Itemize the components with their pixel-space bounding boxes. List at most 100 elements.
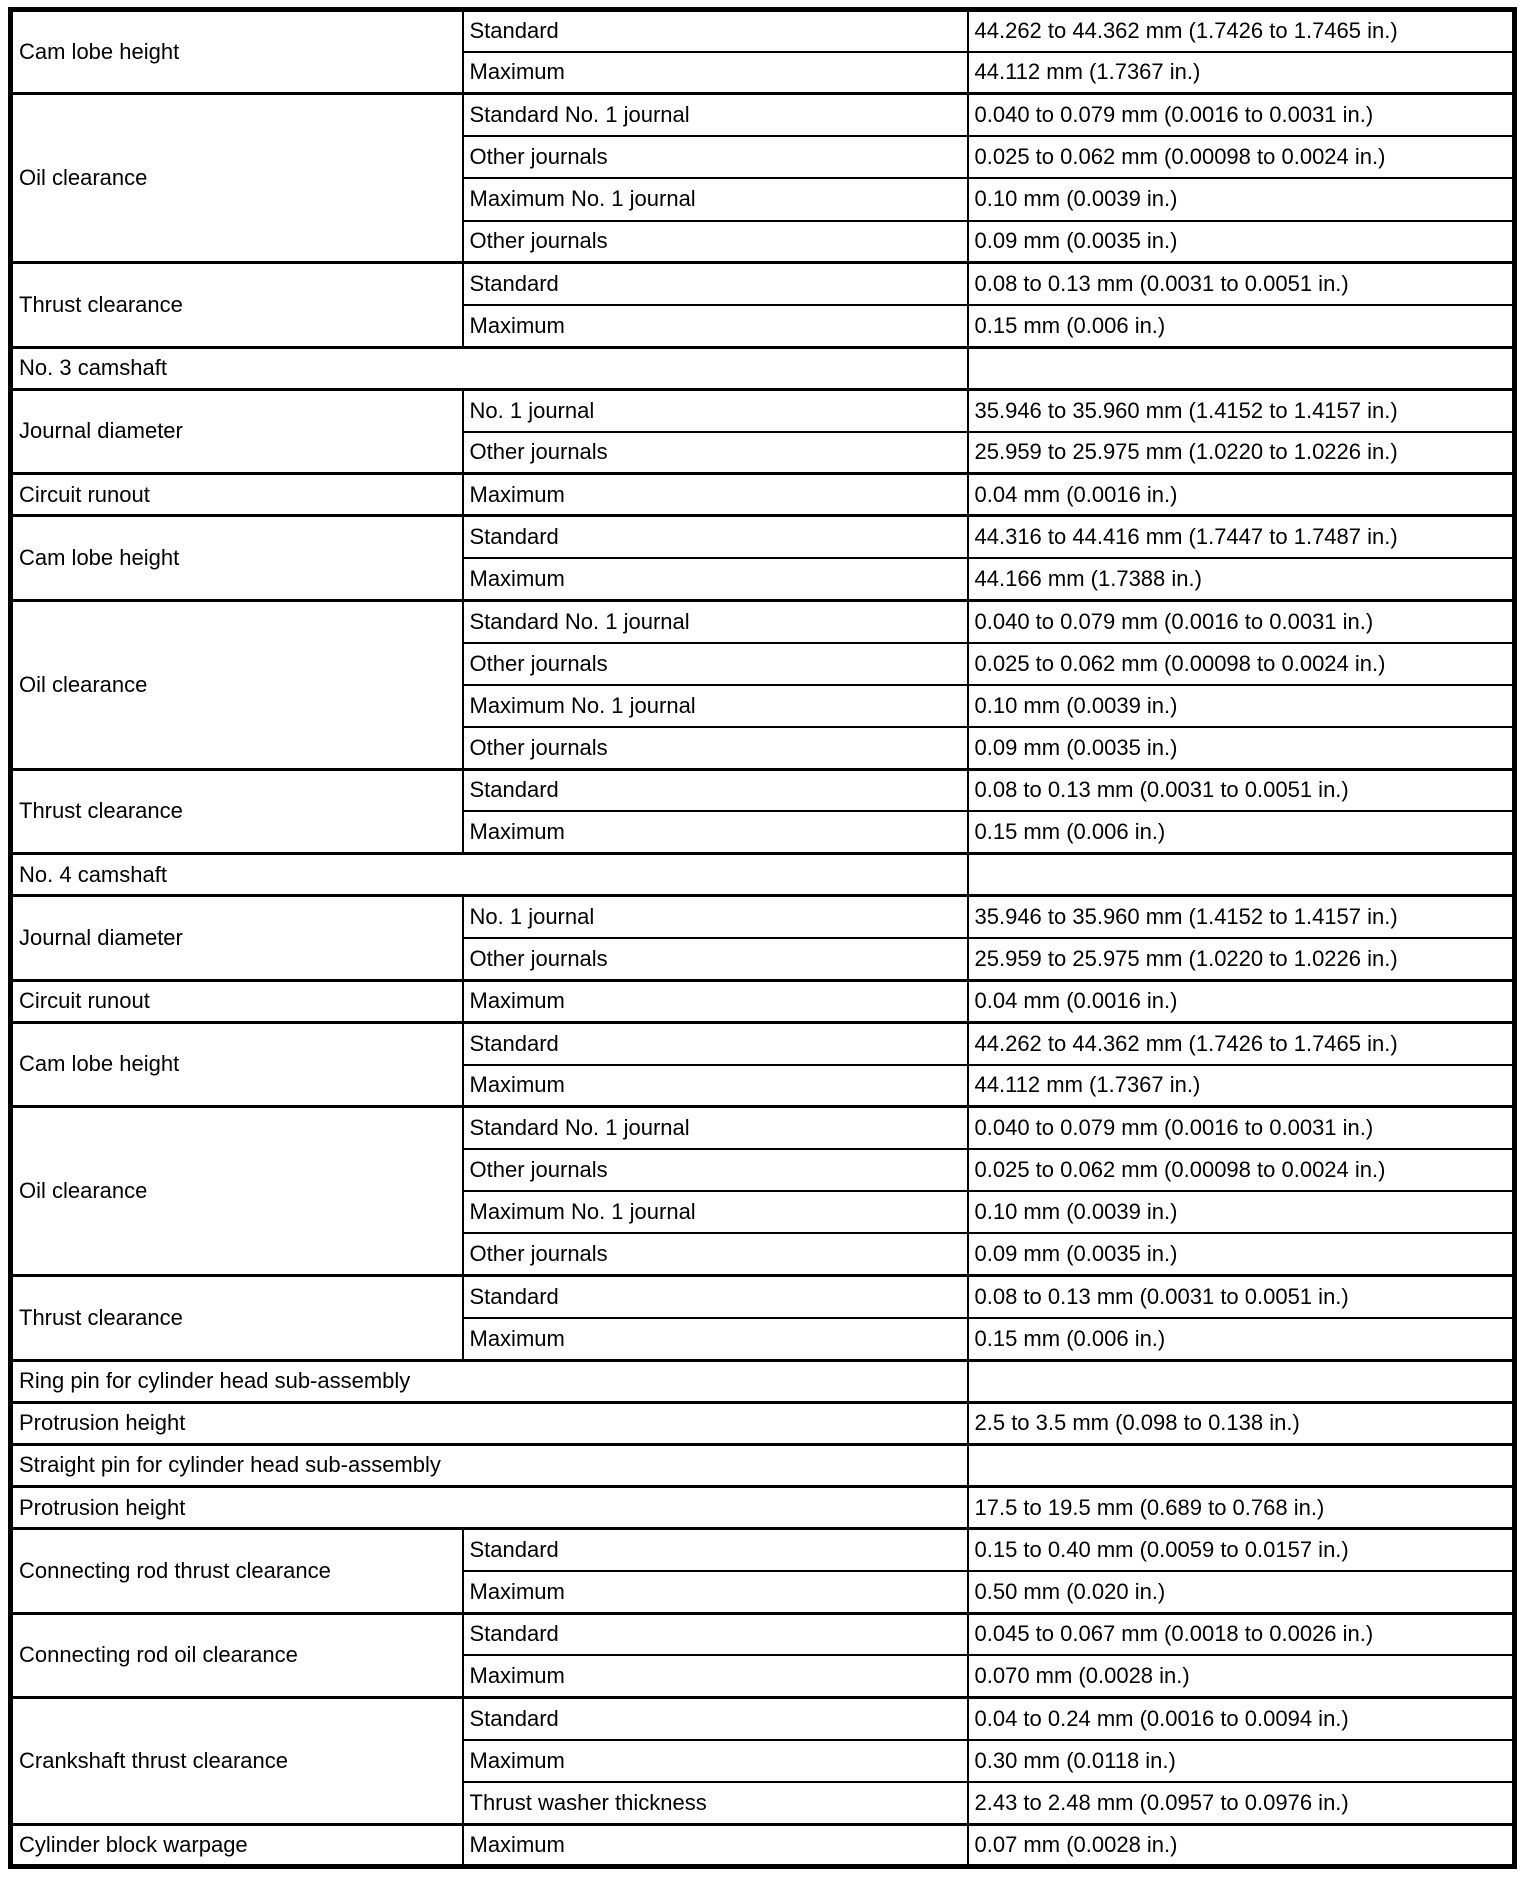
spec-value-cell: 44.166 mm (1.7388 in.) <box>966 557 1516 602</box>
table-row: Other journals 0.09 mm (0.0035 in.) <box>11 725 1516 771</box>
spec-item-cell: Crankshaft thrust clearance <box>9 1696 464 1826</box>
spec-item-cell: Thrust clearance <box>9 767 464 855</box>
spec-condition-cell: Standard <box>461 1696 969 1741</box>
spec-value-cell: 2.5 to 3.5 mm (0.098 to 0.138 in.) <box>966 1400 1516 1446</box>
spec-condition-cell: Standard <box>461 1527 969 1573</box>
table-row: Maximum 0.070 mm (0.0028 in.) <box>11 1654 1516 1699</box>
spec-item-cell: Circuit runout <box>9 978 464 1024</box>
spec-condition-cell: Standard No. 1 journal <box>461 598 969 644</box>
spec-condition-cell: Maximum <box>461 50 969 95</box>
spec-condition-cell: Thrust washer thickness <box>461 1781 969 1826</box>
table-row: Protrusion height 17.5 to 19.5 mm (0.689 … <box>9 1485 1516 1530</box>
spec-item-cell: Oil clearance <box>9 1105 464 1277</box>
spec-value-cell: 44.112 mm (1.7367 in.) <box>966 50 1516 95</box>
spec-condition-cell: Other journals <box>461 936 969 982</box>
spec-item-cell: Journal diameter <box>9 387 464 475</box>
spec-item-cell: Oil clearance <box>9 598 464 771</box>
table-row: Maximum 44.166 mm (1.7388 in.) <box>11 557 1516 602</box>
spec-value-cell: 0.15 mm (0.006 in.) <box>966 303 1516 349</box>
spec-item-cell: Protrusion height <box>9 1400 969 1446</box>
table-row: Connecting rod oil clearance Standard 0.04… <box>9 1611 1516 1699</box>
spec-value-cell: 0.10 mm (0.0039 in.) <box>966 683 1516 728</box>
spec-value-cell: 25.959 to 25.975 mm (1.0220 to 1.0226 in… <box>966 936 1516 982</box>
table-row: Maximum 44.112 mm (1.7367 in.) <box>11 50 1516 95</box>
spec-value-cell: 0.09 mm (0.0035 in.) <box>966 219 1516 264</box>
manual-page: Cam lobe height Standard 44.262 to 44.362 … <box>0 7 1520 1885</box>
spec-condition-cell: Maximum <box>461 1654 969 1699</box>
spec-value-cell: 0.040 to 0.079 mm (0.0016 to 0.0031 in.) <box>966 92 1516 138</box>
spec-value-cell: 0.07 mm (0.0028 in.) <box>966 1822 1516 1868</box>
spec-value-cell: 0.040 to 0.079 mm (0.0016 to 0.0031 in.) <box>966 598 1516 644</box>
table-row: Other journals 0.025 to 0.062 mm (0.00098… <box>11 1147 1516 1193</box>
spec-condition-cell: Standard <box>461 767 969 813</box>
spec-value-cell: 0.10 mm (0.0039 in.) <box>966 1190 1516 1235</box>
table-row: Maximum 0.50 mm (0.020 in.) <box>11 1570 1516 1615</box>
spec-condition-cell: Standard <box>461 1020 969 1066</box>
spec-condition-cell: Maximum <box>461 1063 969 1108</box>
table-row: Other journals 25.959 to 25.975 mm (1.022… <box>11 936 1516 982</box>
spec-value-cell: 0.04 to 0.24 mm (0.0016 to 0.0094 in.) <box>966 1696 1516 1741</box>
spec-condition-cell: Other journals <box>461 1147 969 1193</box>
section-row: Ring pin for cylinder head sub-assembly <box>9 1358 1516 1404</box>
spec-table: Cam lobe height Standard 44.262 to 44.362 … <box>8 7 1517 1869</box>
table-row: Other journals 0.09 mm (0.0035 in.) <box>11 219 1516 264</box>
spec-value-cell: 0.09 mm (0.0035 in.) <box>966 1232 1516 1277</box>
table-row: Circuit runout Maximum 0.04 mm (0.0016 in.… <box>9 472 1516 517</box>
empty-cell <box>966 345 1516 391</box>
spec-value-cell: 0.070 mm (0.0028 in.) <box>966 1654 1516 1699</box>
spec-value-cell: 0.04 mm (0.0016 in.) <box>966 978 1516 1024</box>
spec-condition-cell: Maximum <box>461 1570 969 1615</box>
spec-condition-cell: Maximum No. 1 journal <box>461 683 969 728</box>
spec-value-cell: 0.50 mm (0.020 in.) <box>966 1570 1516 1615</box>
table-row: Other journals 25.959 to 25.975 mm (1.022… <box>11 430 1516 475</box>
spec-condition-cell: Maximum <box>461 1738 969 1784</box>
table-row: Oil clearance Standard No. 1 journal 0.040… <box>9 1105 1516 1277</box>
table-row: Maximum No. 1 journal 0.10 mm (0.0039 in.… <box>11 683 1516 728</box>
spec-item-cell: Cam lobe height <box>9 1020 464 1108</box>
table-row: Cam lobe height Standard 44.262 to 44.362 … <box>9 1020 1516 1108</box>
spec-value-cell: 2.43 to 2.48 mm (0.0957 to 0.0976 in.) <box>966 1781 1516 1826</box>
spec-item-cell: Cam lobe height <box>9 7 464 95</box>
spec-table-body: Cam lobe height Standard 44.262 to 44.362 … <box>9 7 1516 1868</box>
spec-condition-cell: Maximum <box>461 303 969 349</box>
spec-condition-cell: Other journals <box>461 219 969 264</box>
spec-value-cell: 0.025 to 0.062 mm (0.00098 to 0.0024 in.… <box>966 1147 1516 1193</box>
spec-value-cell: 0.045 to 0.067 mm (0.0018 to 0.0026 in.) <box>966 1611 1516 1657</box>
spec-item-cell: Thrust clearance <box>9 261 464 349</box>
spec-condition-cell: Standard <box>461 1274 969 1319</box>
spec-condition-cell: Standard <box>461 1611 969 1657</box>
spec-value-cell: 25.959 to 25.975 mm (1.0220 to 1.0226 in… <box>966 430 1516 475</box>
spec-condition-cell: Maximum <box>461 1316 969 1362</box>
table-row: Maximum 0.15 mm (0.006 in.) <box>11 810 1516 855</box>
table-row: Thrust clearance Standard 0.08 to 0.13 mm … <box>9 767 1516 855</box>
section-row: No. 4 camshaft <box>9 852 1516 897</box>
table-row: Connecting rod thrust clearance Standard 0… <box>9 1527 1516 1615</box>
empty-cell <box>966 852 1516 897</box>
spec-value-cell: 35.946 to 35.960 mm (1.4152 to 1.4157 in… <box>966 894 1516 939</box>
spec-value-cell: 0.15 mm (0.006 in.) <box>966 810 1516 855</box>
spec-condition-cell: Standard <box>461 514 969 560</box>
table-row: Maximum 0.30 mm (0.0118 in.) <box>11 1738 1516 1784</box>
spec-condition-cell: Maximum <box>461 1822 969 1868</box>
spec-value-cell: 0.30 mm (0.0118 in.) <box>966 1738 1516 1784</box>
spec-item-cell: Protrusion height <box>9 1485 969 1530</box>
spec-value-cell: 44.262 to 44.362 mm (1.7426 to 1.7465 in… <box>966 7 1516 53</box>
spec-condition-cell: Standard <box>461 7 969 53</box>
section-header-cell: Straight pin for cylinder head sub-assem… <box>9 1442 969 1488</box>
section-header-cell: No. 4 camshaft <box>9 852 969 897</box>
table-row: Cylinder block warpage Maximum 0.07 mm (0.… <box>9 1822 1516 1868</box>
spec-condition-cell: Maximum No. 1 journal <box>461 1190 969 1235</box>
section-row: No. 3 camshaft <box>9 345 1516 391</box>
spec-value-cell: 0.15 mm (0.006 in.) <box>966 1316 1516 1362</box>
spec-item-cell: Oil clearance <box>9 92 464 264</box>
spec-value-cell: 0.040 to 0.079 mm (0.0016 to 0.0031 in.) <box>966 1105 1516 1150</box>
spec-item-cell: Connecting rod oil clearance <box>9 1611 464 1699</box>
spec-condition-cell: Maximum <box>461 557 969 602</box>
spec-value-cell: 0.08 to 0.13 mm (0.0031 to 0.0051 in.) <box>966 261 1516 306</box>
spec-value-cell: 44.262 to 44.362 mm (1.7426 to 1.7465 in… <box>966 1020 1516 1066</box>
spec-condition-cell: Maximum <box>461 810 969 855</box>
spec-item-cell: Connecting rod thrust clearance <box>9 1527 464 1615</box>
spec-value-cell: 17.5 to 19.5 mm (0.689 to 0.768 in.) <box>966 1485 1516 1530</box>
spec-item-cell: Circuit runout <box>9 472 464 517</box>
spec-value-cell: 0.15 to 0.40 mm (0.0059 to 0.0157 in.) <box>966 1527 1516 1573</box>
